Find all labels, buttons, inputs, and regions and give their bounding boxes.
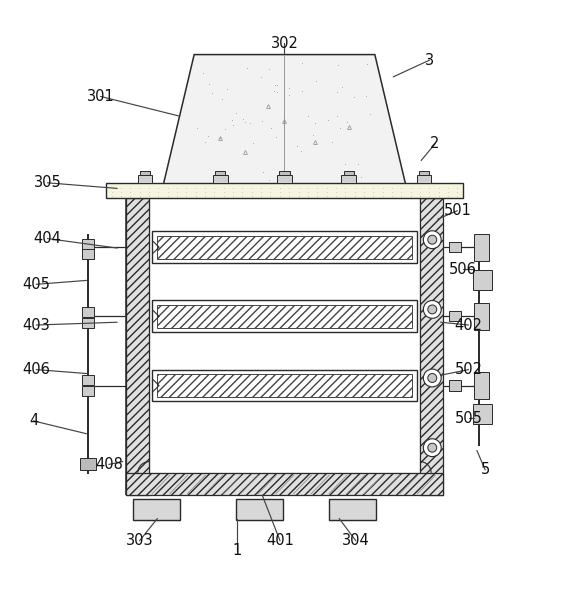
Text: 5: 5: [481, 463, 490, 478]
Bar: [158, 236, 411, 258]
Bar: [133, 499, 180, 520]
Text: 505: 505: [455, 411, 483, 426]
Bar: [82, 375, 94, 386]
Text: 501: 501: [443, 203, 471, 218]
Bar: [152, 301, 417, 332]
Text: 502: 502: [455, 362, 483, 377]
Text: 4: 4: [29, 414, 38, 428]
Bar: [277, 175, 292, 183]
Bar: [82, 386, 94, 397]
Text: 304: 304: [342, 533, 370, 548]
Circle shape: [423, 369, 441, 387]
Bar: [158, 305, 411, 328]
Text: 404: 404: [34, 231, 61, 246]
Text: 402: 402: [455, 318, 483, 332]
Text: 2: 2: [430, 136, 440, 152]
Bar: [420, 199, 443, 495]
Text: 401: 401: [266, 533, 294, 548]
Circle shape: [428, 305, 437, 314]
Bar: [82, 318, 94, 328]
Text: 3: 3: [425, 53, 434, 68]
Bar: [213, 175, 228, 183]
Bar: [126, 473, 443, 495]
Text: 408: 408: [95, 457, 123, 472]
Bar: [344, 170, 354, 175]
Polygon shape: [163, 54, 406, 184]
Bar: [80, 458, 96, 470]
Bar: [82, 239, 94, 249]
Bar: [341, 175, 356, 183]
Text: 405: 405: [22, 277, 50, 292]
Circle shape: [423, 301, 441, 318]
Text: 406: 406: [22, 362, 50, 377]
Circle shape: [428, 235, 437, 244]
Bar: [140, 170, 150, 175]
Bar: [138, 175, 152, 183]
Bar: [474, 303, 489, 330]
Bar: [419, 170, 429, 175]
Bar: [152, 370, 417, 401]
Bar: [279, 170, 290, 175]
Bar: [474, 372, 489, 399]
Bar: [449, 312, 461, 321]
Bar: [152, 232, 417, 263]
Bar: [449, 242, 461, 252]
Text: 302: 302: [271, 36, 298, 51]
Circle shape: [423, 231, 441, 249]
Bar: [82, 249, 94, 259]
Circle shape: [428, 373, 437, 382]
Bar: [417, 175, 431, 183]
Bar: [449, 381, 461, 390]
Bar: [149, 199, 420, 473]
Bar: [158, 374, 411, 397]
Bar: [329, 499, 376, 520]
Bar: [473, 404, 493, 424]
Circle shape: [423, 439, 441, 456]
Bar: [106, 183, 463, 199]
Text: 301: 301: [86, 89, 114, 104]
Circle shape: [428, 443, 437, 452]
Bar: [126, 199, 149, 495]
Text: 506: 506: [449, 262, 477, 277]
Bar: [473, 271, 493, 290]
Text: 403: 403: [23, 318, 50, 332]
Bar: [236, 499, 283, 520]
Bar: [474, 234, 489, 261]
Text: 1: 1: [233, 543, 242, 558]
Text: 303: 303: [126, 533, 153, 548]
Bar: [215, 170, 225, 175]
Text: 305: 305: [34, 175, 61, 190]
Bar: [82, 307, 94, 317]
